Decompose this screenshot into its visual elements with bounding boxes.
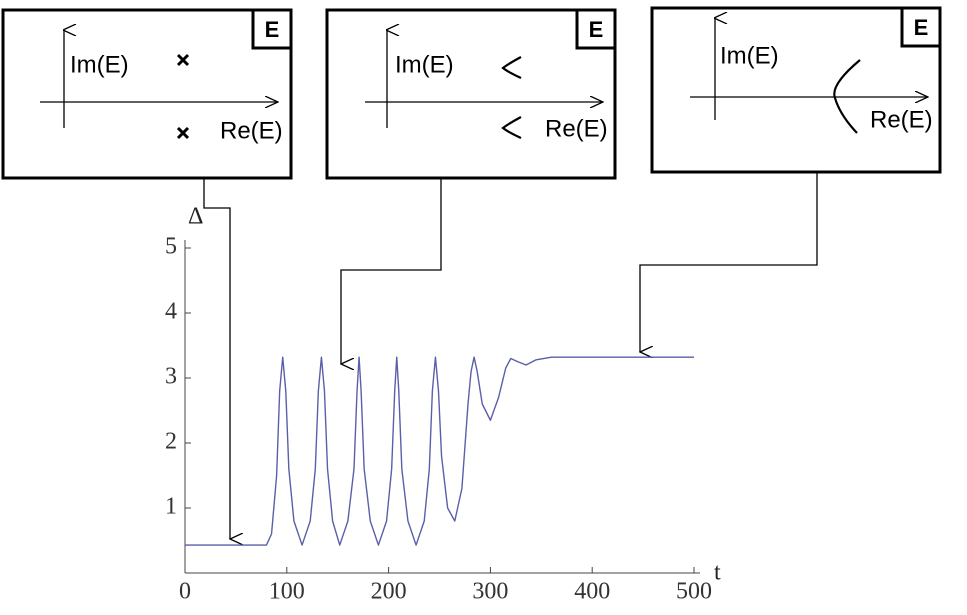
y-tick-label: 2 (165, 429, 177, 455)
inset: E Im(E) Re(E) (650, 6, 942, 174)
y-axis-label: Δ (188, 204, 203, 230)
x-tick-label: 400 (574, 579, 610, 605)
inset: E Im(E) Re(E) (325, 8, 617, 180)
inset: E Im(E) Re(E) (1, 8, 293, 180)
x-tick-label: 0 (179, 579, 191, 605)
branch-cut (833, 59, 861, 134)
corner-box (900, 6, 942, 48)
x-axis-label: t (714, 560, 721, 586)
connectors (203, 172, 818, 539)
inset-frame (650, 6, 942, 174)
y-tick-label: 3 (165, 364, 177, 390)
x-tick-label: 500 (676, 579, 712, 605)
im-label: Im(E) (720, 42, 779, 69)
x-tick-label: 100 (269, 579, 305, 605)
inset-frame (1, 8, 293, 180)
branch-cuts (501, 56, 522, 139)
im-label: Im(E) (70, 51, 129, 78)
connector (640, 172, 818, 352)
x-tick-label: 300 (472, 579, 508, 605)
x-tick-label: 200 (371, 579, 407, 605)
connector (203, 178, 230, 539)
connector (341, 178, 442, 364)
re-label: Re(E) (545, 115, 608, 142)
corner-label: E (265, 17, 280, 42)
data-line (185, 356, 694, 546)
corner-box (251, 8, 293, 50)
corner-label: E (914, 15, 929, 40)
y-tick-label: 4 (165, 299, 177, 325)
corner-label: E (589, 17, 604, 42)
re-label: Re(E) (870, 106, 933, 133)
y-tick-label: 1 (165, 494, 177, 520)
corner-box (575, 8, 617, 50)
im-label: Im(E) (395, 51, 454, 78)
pole-marks (176, 53, 190, 140)
inset-frame (325, 8, 617, 180)
re-label: Re(E) (220, 117, 283, 144)
y-tick-label: 5 (165, 234, 177, 260)
